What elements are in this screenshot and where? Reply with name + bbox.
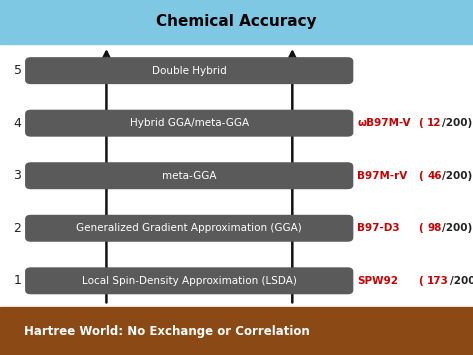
FancyBboxPatch shape	[25, 57, 353, 84]
Text: Chemical Accuracy: Chemical Accuracy	[156, 14, 317, 29]
FancyBboxPatch shape	[25, 110, 353, 137]
Text: /200): /200)	[442, 223, 473, 233]
Text: (: (	[419, 223, 423, 233]
Text: 1: 1	[14, 274, 21, 287]
Text: B97M-rV: B97M-rV	[357, 171, 407, 181]
FancyBboxPatch shape	[25, 162, 353, 189]
Text: /200): /200)	[442, 118, 473, 128]
FancyBboxPatch shape	[25, 267, 353, 294]
Text: 5: 5	[14, 64, 21, 77]
Text: 46: 46	[427, 171, 442, 181]
Text: 98: 98	[427, 223, 441, 233]
Text: /200): /200)	[450, 276, 473, 286]
Text: Double Hybrid: Double Hybrid	[152, 66, 227, 76]
Text: 3: 3	[14, 169, 21, 182]
Text: B97-D3: B97-D3	[357, 223, 400, 233]
Text: (: (	[419, 118, 423, 128]
Text: 4: 4	[14, 117, 21, 130]
Text: 12: 12	[427, 118, 442, 128]
Text: Generalized Gradient Approximation (GGA): Generalized Gradient Approximation (GGA)	[76, 223, 302, 233]
Text: (: (	[419, 171, 423, 181]
Text: (: (	[419, 276, 423, 286]
Bar	[0, 0, 473, 44]
Text: SPW92: SPW92	[357, 276, 398, 286]
Text: 2: 2	[14, 222, 21, 235]
Text: Hybrid GGA/meta-GGA: Hybrid GGA/meta-GGA	[130, 118, 249, 128]
FancyBboxPatch shape	[25, 215, 353, 242]
Text: Hartree World: No Exchange or Correlation: Hartree World: No Exchange or Correlatio…	[24, 324, 309, 338]
Text: Local Spin-Density Approximation (LSDA): Local Spin-Density Approximation (LSDA)	[82, 276, 297, 286]
Text: 173: 173	[427, 276, 449, 286]
Bar	[0, 307, 473, 355]
Text: ωB97M-V: ωB97M-V	[357, 118, 411, 128]
Text: meta-GGA: meta-GGA	[162, 171, 217, 181]
Text: /200): /200)	[442, 171, 473, 181]
